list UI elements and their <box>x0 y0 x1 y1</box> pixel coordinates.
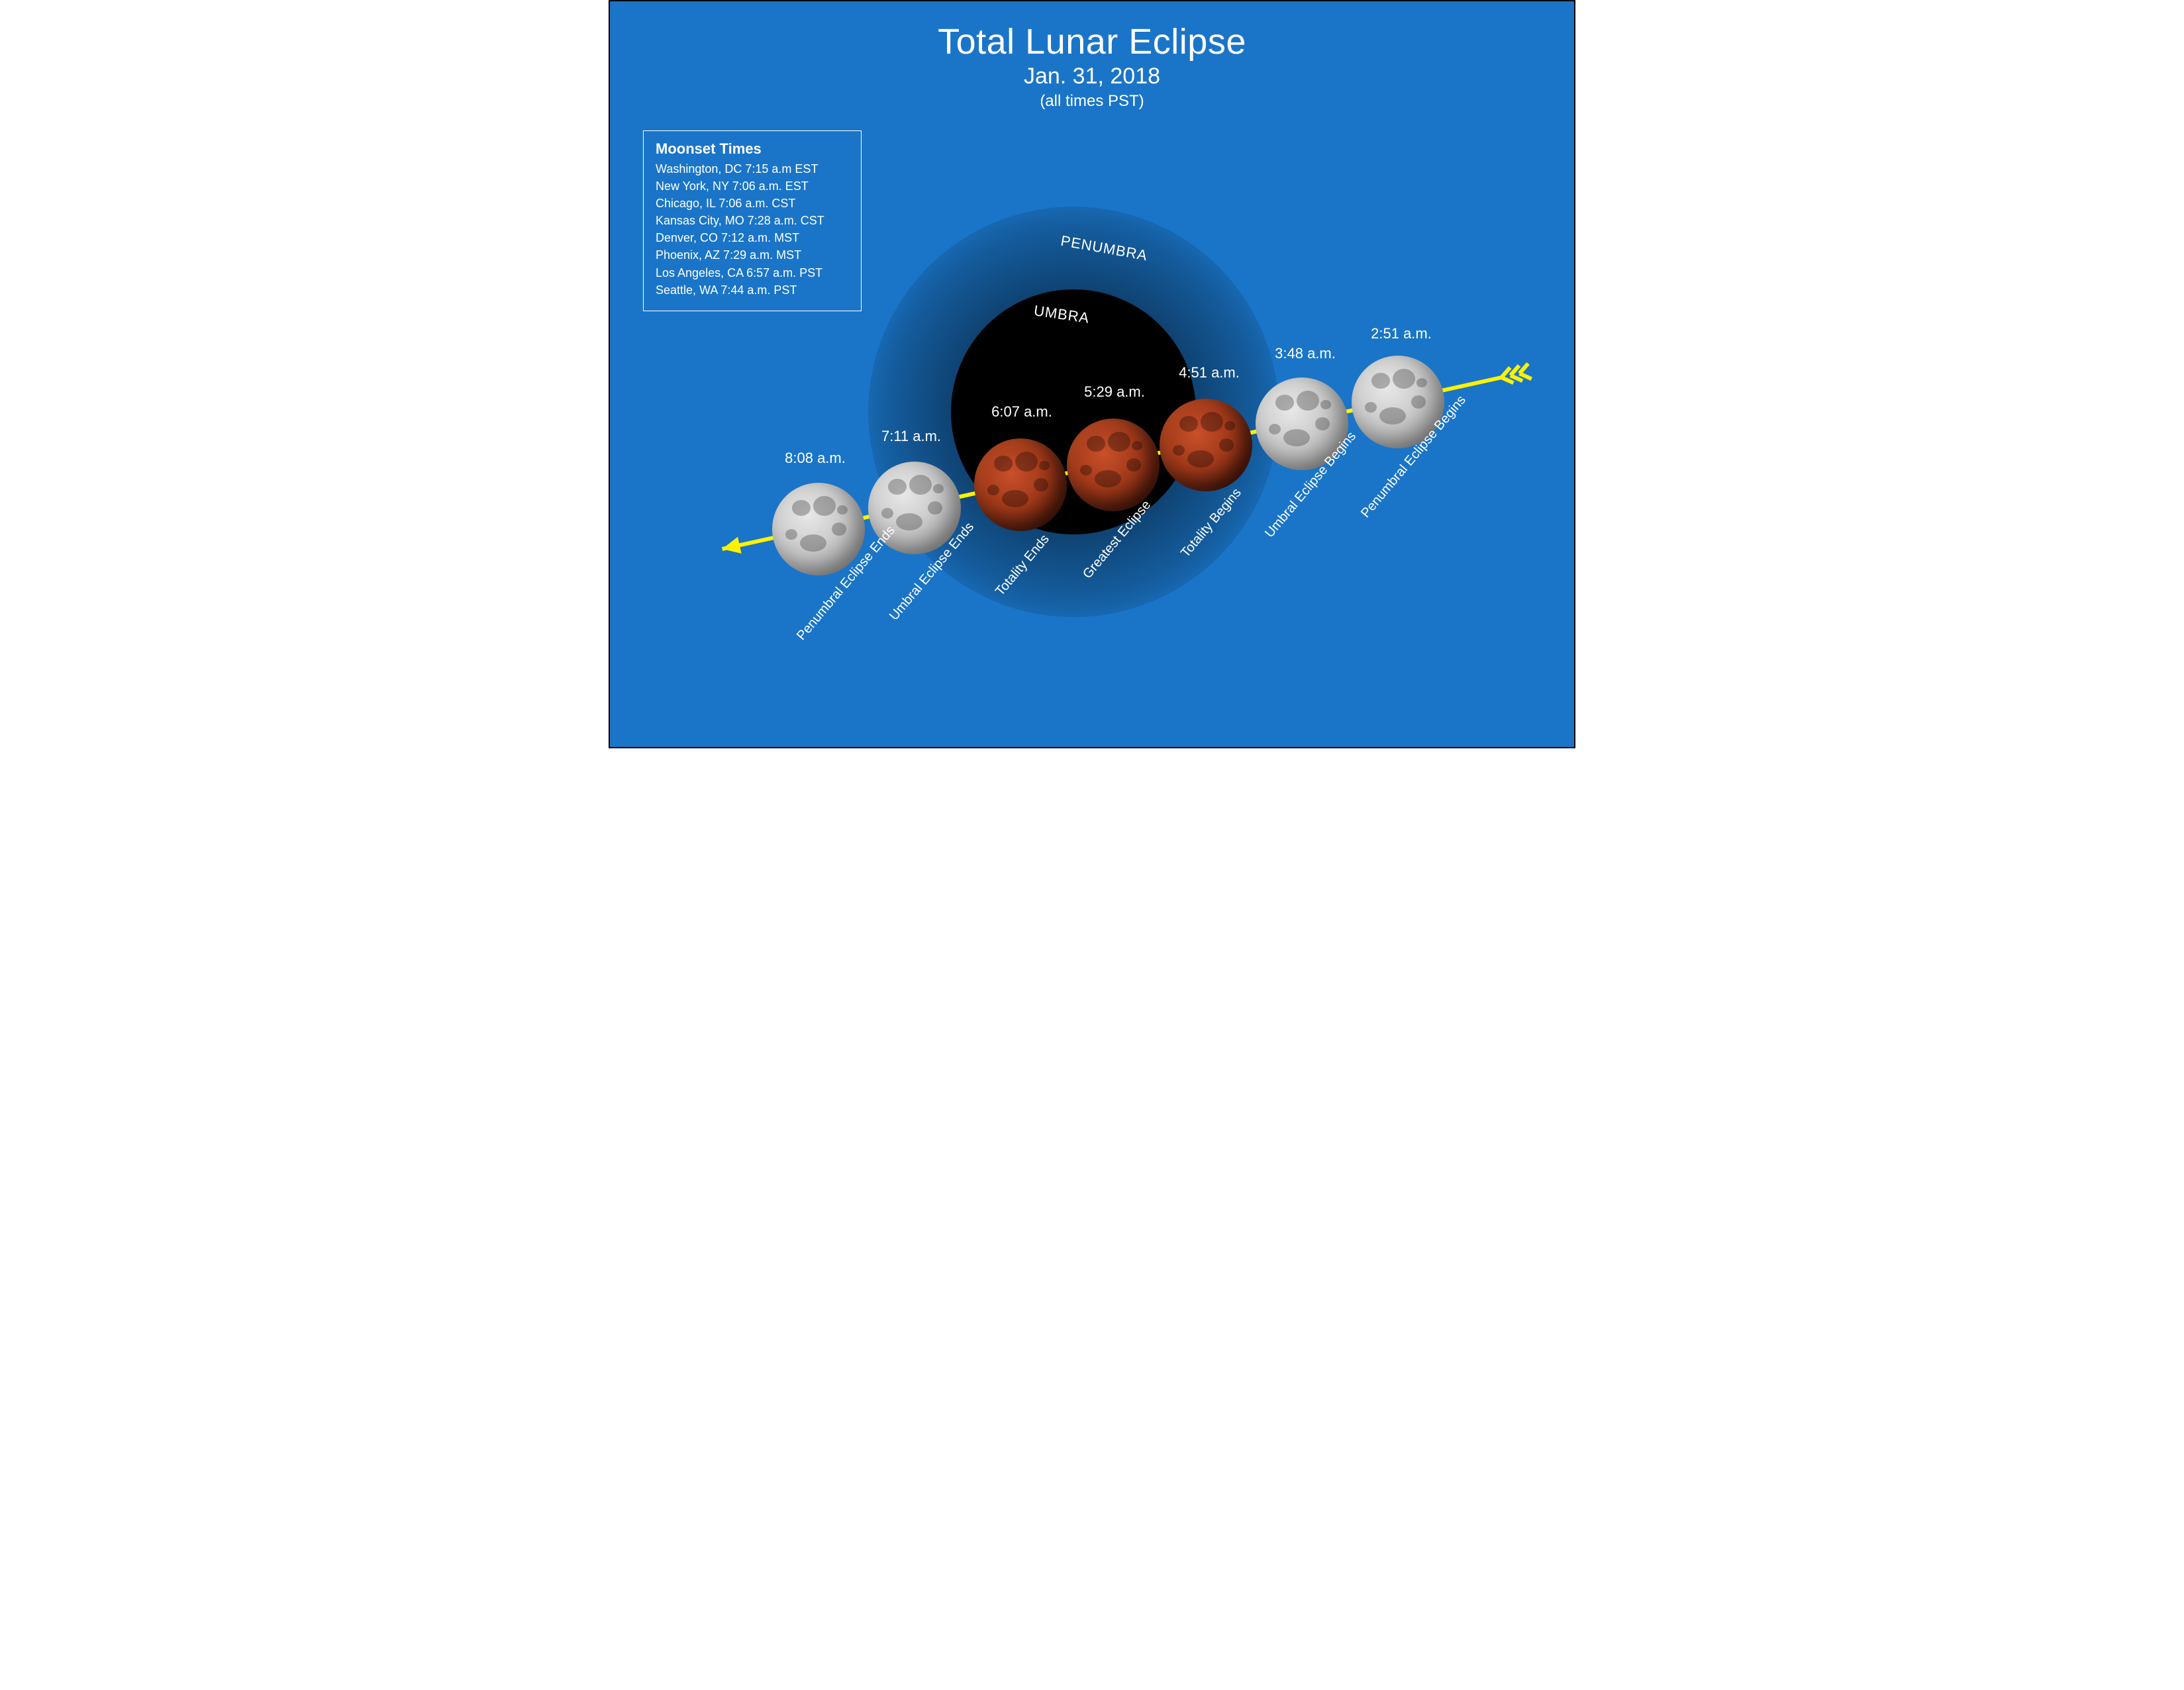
time-label-umbral-ends: 7:11 a.m. <box>881 428 941 445</box>
time-label-umbral-begins: 3:48 a.m. <box>1275 345 1336 362</box>
eclipse-diagram: PENUMBRAUMBRA2:51 a.m.Penumbral Eclipse … <box>610 1 1574 747</box>
time-label-greatest-eclipse: 5:29 a.m. <box>1084 383 1145 401</box>
time-label-penumbral-ends: 8:08 a.m. <box>785 450 846 467</box>
moon-phase-greatest-eclipse <box>1067 419 1160 511</box>
time-label-totality-ends: 6:07 a.m. <box>991 403 1052 421</box>
time-label-totality-begins: 4:51 a.m. <box>1179 364 1240 381</box>
time-label-penumbral-begins: 2:51 a.m. <box>1371 325 1432 342</box>
moon-phase-penumbral-ends <box>772 483 865 575</box>
moon-phase-totality-begins <box>1160 399 1252 491</box>
eclipse-infographic: Total Lunar Eclipse Jan. 31, 2018 (all t… <box>609 0 1575 748</box>
moon-phase-totality-ends <box>974 438 1067 531</box>
